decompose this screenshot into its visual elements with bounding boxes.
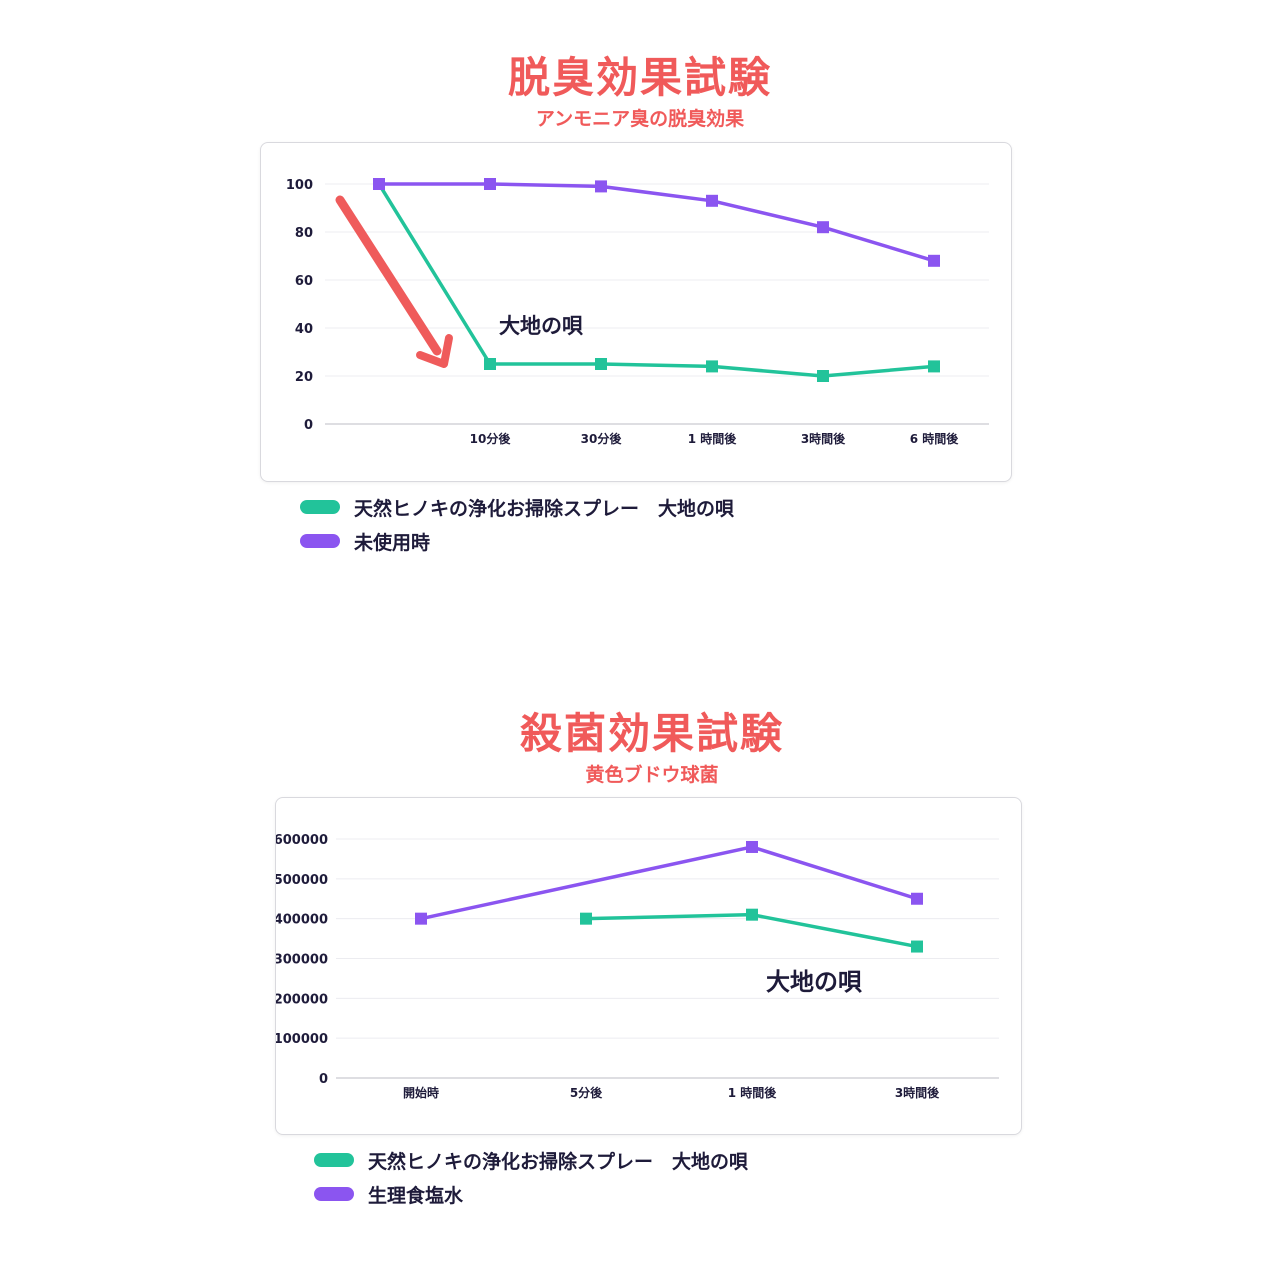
data-point xyxy=(595,358,607,370)
y-tick-label: 40 xyxy=(295,322,313,337)
y-tick-label: 200000 xyxy=(276,992,328,1007)
data-point xyxy=(484,358,496,370)
green-swatch xyxy=(300,500,340,514)
series-line xyxy=(379,182,935,263)
y-tick-label: 100000 xyxy=(276,1032,328,1047)
y-tick-label: 0 xyxy=(319,1072,328,1087)
chart2-legend: 天然ヒノキの浄化お掃除スプレー 大地の唄 生理食塩水 xyxy=(314,1143,748,1211)
data-point xyxy=(373,178,385,190)
data-point xyxy=(580,912,592,925)
data-point xyxy=(817,370,829,382)
y-tick-label: 600000 xyxy=(276,833,328,848)
chart2-subtitle: 黄色ブドウ球菌 xyxy=(585,764,719,786)
data-point xyxy=(706,360,718,373)
chart1-legend: 天然ヒノキの浄化お掃除スプレー 大地の唄 未使用時 xyxy=(300,490,734,558)
x-tick-label: 3時間後 xyxy=(801,431,846,446)
data-point xyxy=(911,892,923,905)
legend-label: 天然ヒノキの浄化お掃除スプレー 大地の唄 xyxy=(368,1150,749,1173)
series-line xyxy=(420,845,918,921)
data-point xyxy=(928,254,940,267)
series-annotation: 大地の唄 xyxy=(499,314,583,338)
legend-label: 生理食塩水 xyxy=(368,1184,464,1207)
data-point xyxy=(746,908,758,921)
chart1-plot: 100 80 60 40 20 0 10分後 30分後 1 時間後 3時間後 6 時間後 大地の唄 xyxy=(286,178,989,446)
y-tick-label: 0 xyxy=(304,418,313,433)
data-point xyxy=(706,194,718,207)
y-tick-label: 80 xyxy=(295,226,313,241)
chart1-title: 脱臭効果試験 xyxy=(507,53,772,102)
chart1-subtitle: アンモニア臭の脱臭効果 xyxy=(535,108,745,130)
x-tick-label: 3時間後 xyxy=(895,1085,940,1100)
x-tick-label: 30分後 xyxy=(581,431,623,446)
data-point xyxy=(817,221,829,234)
red-arrow-shaft xyxy=(335,195,442,356)
legend-item-spray: 天然ヒノキの浄化お掃除スプレー 大地の唄 xyxy=(300,490,734,524)
chart2-panel: 600000 500000 400000 300000 200000 100000 0 開始時… xyxy=(275,797,1022,1135)
x-tick-label: 10分後 xyxy=(470,431,512,446)
y-tick-label: 300000 xyxy=(276,953,328,968)
data-point xyxy=(911,940,923,953)
legend-label: 天然ヒノキの浄化お掃除スプレー 大地の唄 xyxy=(354,497,735,520)
data-point xyxy=(746,840,758,853)
data-point xyxy=(415,912,427,925)
x-tick-label: 1 時間後 xyxy=(688,431,738,446)
y-tick-label: 60 xyxy=(295,274,313,289)
data-point xyxy=(595,180,607,193)
purple-swatch xyxy=(300,534,340,548)
legend-label: 未使用時 xyxy=(354,531,431,554)
series-line xyxy=(377,183,935,378)
legend-item-unused: 未使用時 xyxy=(300,524,734,558)
y-tick-label: 400000 xyxy=(276,913,328,928)
data-point xyxy=(928,360,940,373)
y-tick-label: 100 xyxy=(286,178,313,193)
purple-swatch xyxy=(314,1187,354,1201)
series-annotation: 大地の唄 xyxy=(766,968,862,996)
data-point xyxy=(484,178,496,190)
chart1-panel: 100 80 60 40 20 0 10分後 30分後 1 時間後 3時間後 6 時間後 大地の唄 xyxy=(260,142,1012,482)
x-tick-label: 1 時間後 xyxy=(728,1085,778,1100)
chart2-title: 殺菌効果試験 xyxy=(519,709,784,758)
x-tick-label: 6 時間後 xyxy=(910,431,960,446)
legend-item-saline: 生理食塩水 xyxy=(314,1177,748,1211)
y-tick-label: 20 xyxy=(295,370,313,385)
chart2-plot: 600000 500000 400000 300000 200000 100000 0 開始時… xyxy=(276,833,999,1100)
green-swatch xyxy=(314,1153,354,1167)
red-arrow-head xyxy=(416,334,453,368)
legend-item-spray: 天然ヒノキの浄化お掃除スプレー 大地の唄 xyxy=(314,1143,748,1177)
x-tick-label: 開始時 xyxy=(403,1085,439,1100)
y-tick-label: 500000 xyxy=(276,873,328,888)
x-tick-label: 5分後 xyxy=(570,1085,603,1100)
